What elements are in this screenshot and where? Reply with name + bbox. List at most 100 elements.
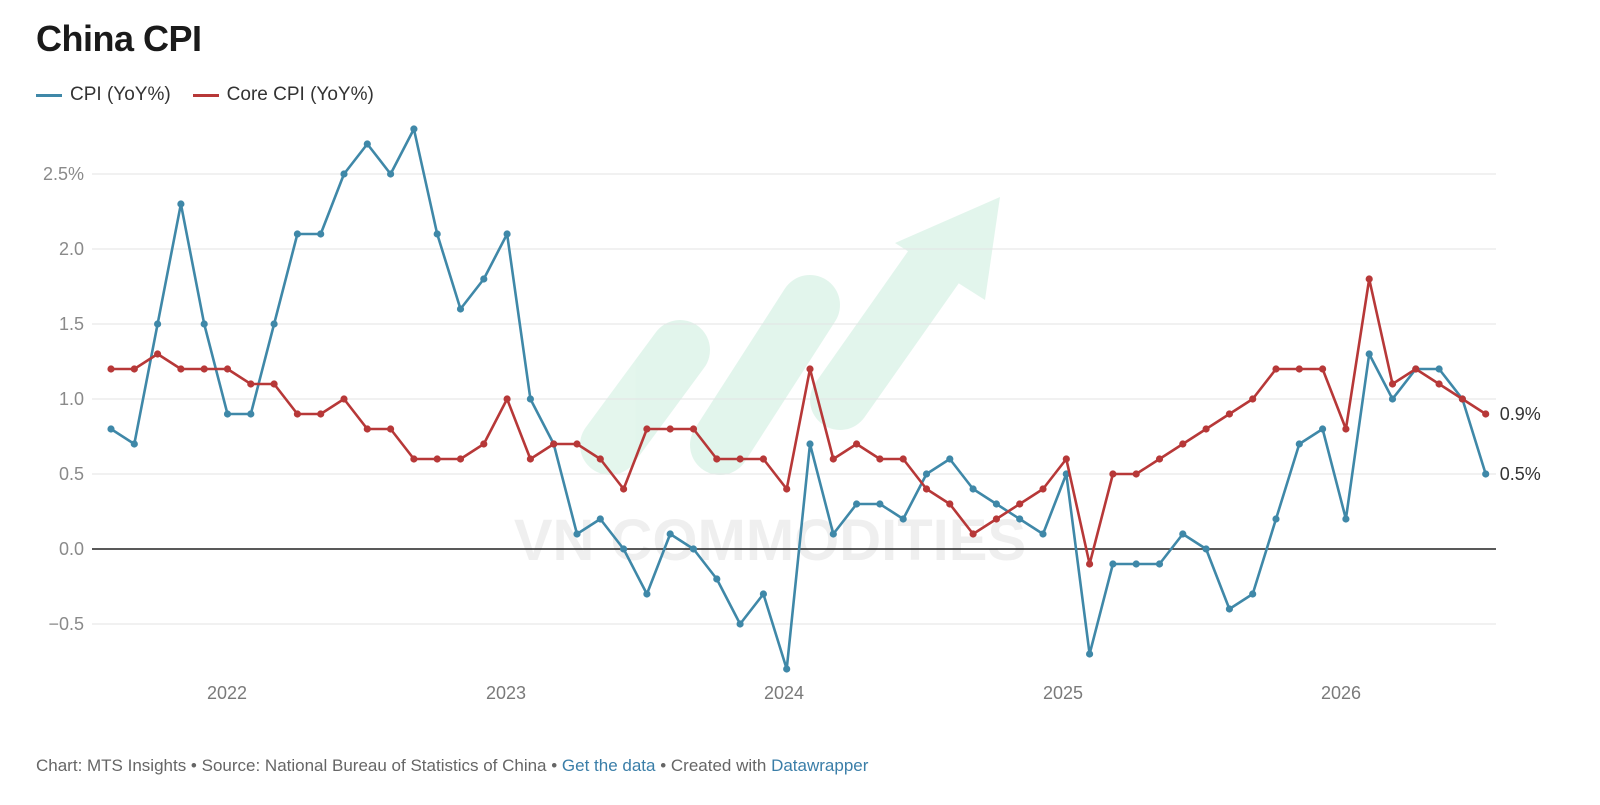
x-tick-label: 2024: [764, 683, 804, 703]
data-point-core-cpi: [922, 485, 931, 493]
watermark-stroke: [690, 275, 840, 475]
data-point-core-cpi: [433, 455, 441, 463]
data-point-core-cpi: [1109, 470, 1117, 478]
footer-created-with: • Created with: [655, 756, 772, 775]
data-point-core-cpi: [596, 455, 604, 463]
data-point-cpi: [130, 440, 138, 448]
y-tick-label: 1.5: [59, 314, 84, 334]
data-point-core-cpi: [689, 425, 698, 433]
data-point-cpi: [1388, 395, 1397, 403]
data-point-core-cpi: [713, 455, 721, 463]
data-point-cpi: [1155, 560, 1164, 568]
data-point-cpi: [456, 305, 465, 313]
data-point-core-cpi: [550, 440, 558, 448]
data-point-core-cpi: [130, 365, 138, 373]
data-point-cpi: [177, 200, 185, 208]
data-point-core-cpi: [154, 350, 162, 358]
data-point-cpi: [410, 125, 418, 133]
data-point-cpi: [317, 230, 325, 238]
data-point-cpi: [829, 530, 837, 538]
data-point-cpi: [992, 500, 1001, 508]
chart-title: China CPI: [36, 18, 202, 59]
data-point-core-cpi: [317, 410, 325, 418]
data-point-cpi: [1132, 560, 1140, 568]
data-point-core-cpi: [1482, 410, 1490, 418]
get-data-link[interactable]: Get the data: [561, 756, 656, 775]
y-tick-label: 2.0: [59, 239, 84, 259]
data-point-core-cpi: [946, 500, 954, 508]
end-label-cpi: 0.5%: [1500, 464, 1541, 484]
data-point-core-cpi: [1435, 380, 1443, 388]
data-point-core-cpi: [1412, 365, 1420, 373]
y-tick-label: 0.0: [59, 539, 84, 559]
data-point-cpi: [270, 320, 278, 328]
data-point-cpi: [759, 590, 768, 598]
data-point-cpi: [293, 230, 301, 238]
chart-footer: Chart: MTS Insights • Source: National B…: [36, 756, 868, 776]
legend-label-cpi: CPI (YoY%): [70, 84, 171, 105]
data-point-core-cpi: [1179, 440, 1187, 448]
data-point-core-cpi: [1039, 485, 1047, 493]
data-point-cpi: [1365, 350, 1373, 358]
data-point-core-cpi: [783, 485, 791, 493]
data-point-cpi: [1249, 590, 1257, 598]
footer-credits: Chart: MTS Insights • Source: National B…: [36, 756, 562, 775]
data-point-cpi: [387, 170, 395, 178]
data-point-core-cpi: [1202, 425, 1210, 433]
data-point-core-cpi: [503, 395, 511, 403]
data-point-cpi: [783, 665, 791, 673]
data-point-core-cpi: [200, 365, 208, 373]
data-point-cpi: [899, 515, 907, 523]
data-point-core-cpi: [1319, 365, 1327, 373]
data-point-cpi: [806, 440, 814, 448]
watermark-stroke: [580, 320, 710, 475]
data-point-cpi: [154, 320, 162, 328]
data-point-cpi: [1016, 515, 1024, 523]
legend-swatch-core-cpi: [192, 93, 219, 97]
series-line-cpi: [110, 127, 1487, 671]
datawrapper-link[interactable]: Datawrapper: [771, 756, 869, 775]
data-point-cpi: [620, 545, 628, 553]
data-point-cpi: [200, 320, 208, 328]
data-point-cpi: [1272, 515, 1280, 523]
data-point-core-cpi: [876, 455, 884, 463]
data-point-core-cpi: [1272, 365, 1280, 373]
x-tick-label: 2023: [486, 683, 526, 703]
chart-legend: CPI (YoY%) Core CPI (YoY%): [36, 84, 374, 106]
data-point-core-cpi: [1365, 275, 1373, 283]
data-point-core-cpi: [177, 365, 185, 373]
data-point-core-cpi: [456, 455, 465, 463]
data-point-core-cpi: [899, 455, 907, 463]
data-point-cpi: [1295, 440, 1303, 448]
data-point-core-cpi: [1132, 470, 1140, 478]
data-point-cpi: [689, 545, 698, 553]
data-point-cpi: [876, 500, 884, 508]
legend-swatch-cpi: [36, 93, 62, 97]
data-point-cpi: [1319, 425, 1327, 433]
data-point-cpi: [853, 500, 861, 508]
data-point-cpi: [223, 410, 232, 418]
data-point-core-cpi: [410, 455, 418, 463]
x-tick-label: 2025: [1043, 683, 1083, 703]
watermark-stroke: [810, 235, 965, 430]
data-point-cpi: [1086, 650, 1094, 658]
data-point-core-cpi: [1249, 395, 1257, 403]
data-point-core-cpi: [643, 425, 651, 433]
data-point-core-cpi: [1458, 395, 1466, 403]
data-point-core-cpi: [293, 410, 301, 418]
data-point-cpi: [340, 170, 348, 178]
data-point-cpi: [480, 275, 488, 283]
data-point-cpi: [1435, 365, 1443, 373]
watermark-logo: [580, 197, 1000, 475]
data-point-cpi: [922, 470, 931, 478]
data-point-core-cpi: [1388, 380, 1397, 388]
data-point-core-cpi: [223, 365, 232, 373]
data-point-core-cpi: [1062, 455, 1070, 463]
data-point-core-cpi: [573, 440, 581, 448]
data-point-cpi: [1225, 605, 1233, 613]
y-tick-label: 2.5%: [43, 164, 84, 184]
data-point-core-cpi: [1295, 365, 1303, 373]
data-point-cpi: [1342, 515, 1350, 523]
data-point-cpi: [363, 140, 371, 148]
